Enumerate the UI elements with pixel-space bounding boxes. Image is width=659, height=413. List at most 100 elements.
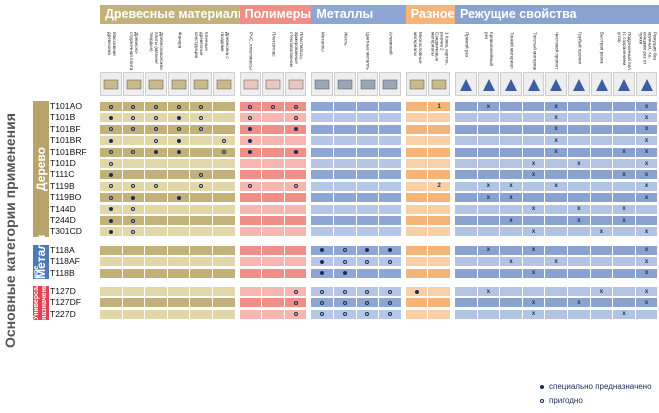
suitable-ring-icon bbox=[131, 207, 136, 212]
table-cell bbox=[477, 159, 500, 168]
table-cell bbox=[613, 113, 635, 123]
cross-mark: x bbox=[554, 137, 558, 144]
table-cell bbox=[213, 159, 235, 168]
arrow-icon bbox=[573, 79, 585, 91]
table-cell bbox=[262, 257, 284, 267]
material-icon bbox=[262, 72, 284, 96]
specific-dot-icon bbox=[176, 150, 181, 155]
table-cell bbox=[239, 147, 262, 157]
table-cell: x bbox=[635, 170, 658, 180]
table-cell bbox=[100, 147, 122, 157]
cross-mark: x bbox=[644, 183, 649, 190]
pictogram-icon bbox=[505, 79, 518, 91]
cross-mark: x bbox=[554, 258, 558, 265]
table-cell bbox=[213, 136, 235, 146]
pictogram-icon bbox=[360, 79, 375, 90]
table-cell bbox=[500, 298, 522, 308]
table-cell bbox=[334, 298, 356, 308]
row-blade-name: T101BRF bbox=[50, 146, 87, 157]
table-cell: x bbox=[635, 298, 658, 308]
material-icon bbox=[167, 72, 190, 96]
table-cell bbox=[262, 227, 284, 237]
table-cell bbox=[167, 147, 190, 157]
column-header-label: Подрезочный пил (с сохранением угла) bbox=[617, 32, 633, 70]
table-cell bbox=[500, 245, 522, 255]
table-cell bbox=[379, 287, 401, 296]
suitable-ring-icon bbox=[248, 184, 253, 189]
table-cell bbox=[311, 147, 333, 157]
cross-mark: x bbox=[554, 149, 558, 156]
material-icon bbox=[356, 72, 379, 96]
cross-mark: x bbox=[622, 149, 626, 156]
row-blade-name: T127DF bbox=[50, 297, 82, 308]
suitable-ring-icon bbox=[153, 138, 158, 143]
specific-dot-icon bbox=[387, 248, 392, 253]
cross-mark: x bbox=[531, 299, 536, 306]
table-cell bbox=[428, 113, 450, 123]
column-header: Чистовой пропил bbox=[545, 30, 567, 70]
table-cell bbox=[311, 287, 333, 296]
specific-dot-icon bbox=[248, 127, 253, 132]
group-header: Разное bbox=[405, 5, 455, 24]
specific-dot-icon bbox=[320, 259, 325, 264]
pictogram-icon bbox=[432, 79, 447, 90]
table-cell bbox=[239, 193, 262, 203]
table-cell bbox=[145, 193, 167, 203]
pictogram-icon bbox=[288, 79, 304, 90]
cross-mark: x bbox=[644, 299, 649, 306]
table-cell bbox=[122, 136, 145, 146]
table-cell bbox=[262, 216, 284, 225]
table-cell bbox=[590, 298, 613, 308]
row-blade-name: T118A bbox=[50, 244, 75, 255]
table-cell bbox=[334, 193, 356, 203]
table-cell bbox=[356, 268, 379, 278]
table-cell bbox=[356, 287, 379, 296]
table-cell bbox=[239, 287, 262, 296]
table-cell bbox=[190, 147, 212, 157]
column-header-label: Криволинейный рез bbox=[484, 32, 495, 66]
table-cell bbox=[167, 309, 190, 319]
table-cell bbox=[190, 181, 212, 191]
table-cell bbox=[477, 268, 500, 278]
suitable-ring-icon bbox=[199, 172, 204, 177]
row-blade-name: T227D bbox=[50, 308, 76, 319]
suitable-ring-icon bbox=[221, 138, 226, 143]
column-header: Криволинейный рез bbox=[478, 30, 500, 70]
column-header-label: Клееные древесные конструкции bbox=[194, 32, 210, 59]
table-cell bbox=[190, 227, 212, 237]
table-cell bbox=[455, 193, 477, 203]
table-cell bbox=[379, 159, 401, 168]
pictogram-icon bbox=[194, 79, 209, 90]
table-cell bbox=[568, 227, 590, 237]
table-cell bbox=[190, 245, 212, 255]
suitable-ring-icon bbox=[365, 312, 370, 317]
table-cell bbox=[239, 136, 262, 146]
table-cell bbox=[284, 287, 307, 296]
table-cell bbox=[145, 124, 167, 134]
table-cell: x bbox=[568, 159, 590, 168]
column-header-label: Многослойные материалы bbox=[412, 32, 423, 64]
table-cell bbox=[190, 268, 212, 278]
table-cell bbox=[405, 170, 428, 180]
cross-mark: x bbox=[531, 270, 536, 277]
column-header-label: Пластмассы, армированные стекловолокном bbox=[289, 32, 304, 67]
table-cell bbox=[500, 136, 522, 146]
column-header: Массивная древесина bbox=[100, 30, 122, 70]
table-cell: x bbox=[613, 147, 635, 157]
table-cell bbox=[167, 287, 190, 296]
table-cell bbox=[167, 113, 190, 123]
column-header: Толстый материал bbox=[523, 30, 545, 70]
row-blade-name: T127D bbox=[50, 286, 76, 296]
pictogram-icon bbox=[618, 79, 631, 91]
table-cell bbox=[455, 268, 477, 278]
table-cell bbox=[477, 147, 500, 157]
table-cell bbox=[100, 170, 122, 180]
table-cell bbox=[122, 159, 145, 168]
table-cell bbox=[428, 136, 450, 146]
specific-dot-icon bbox=[108, 207, 113, 212]
material-shape bbox=[382, 79, 398, 90]
table-cell bbox=[356, 124, 379, 134]
table-cell bbox=[167, 245, 190, 255]
table-cell: x bbox=[590, 287, 613, 296]
table-cell: x bbox=[635, 287, 658, 296]
